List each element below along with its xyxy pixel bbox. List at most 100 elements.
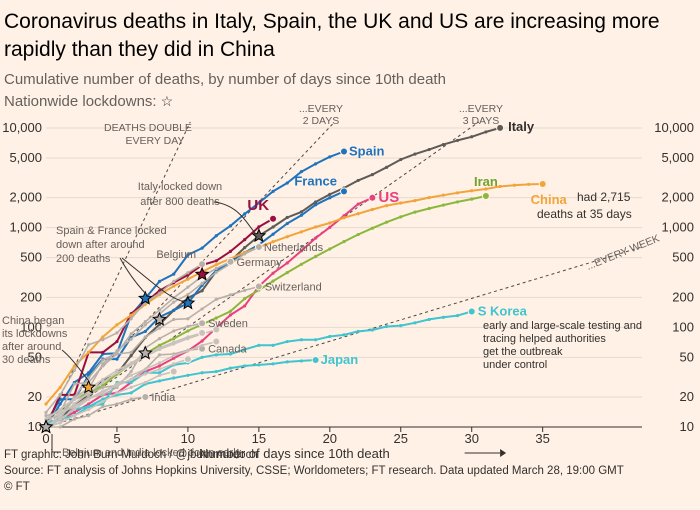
data-point xyxy=(101,350,105,355)
data-point xyxy=(115,331,119,335)
data-point xyxy=(257,363,261,367)
data-point xyxy=(271,240,275,244)
x-axis-title: Number of days since 10th death xyxy=(199,446,390,461)
series-line xyxy=(45,150,345,428)
series-label: Germany xyxy=(236,257,282,269)
data-point xyxy=(143,320,147,324)
data-point xyxy=(101,385,105,389)
data-point xyxy=(526,182,531,187)
annotation-spain-france-lockdown: 200 deaths xyxy=(56,253,111,265)
x-tick-label: 0 xyxy=(42,431,49,446)
x-tick-label: 35 xyxy=(535,431,549,446)
y-tick-label-left: 10 xyxy=(28,419,42,434)
data-point xyxy=(115,402,119,406)
data-point xyxy=(115,357,119,361)
annotation-every-3-days: ...EVERY xyxy=(459,103,503,115)
data-point xyxy=(214,353,218,357)
series-end-marker xyxy=(368,193,377,202)
data-point xyxy=(186,277,190,281)
data-point xyxy=(115,391,119,395)
x-tick-label: 25 xyxy=(394,431,408,446)
x-tick-label: 30 xyxy=(464,431,478,446)
data-point xyxy=(228,313,233,317)
data-point xyxy=(58,421,62,425)
data-point xyxy=(214,266,218,271)
data-point xyxy=(228,366,233,370)
data-point xyxy=(58,407,62,412)
data-point xyxy=(186,329,190,333)
data-point xyxy=(257,343,261,347)
data-point xyxy=(314,225,318,229)
data-point xyxy=(328,334,332,339)
data-point xyxy=(129,313,133,317)
data-point xyxy=(72,397,76,401)
data-point xyxy=(200,339,204,343)
series-label: Belgium xyxy=(156,249,196,261)
data-point xyxy=(101,338,105,342)
data-point xyxy=(157,308,162,312)
lockdown-star xyxy=(38,419,54,434)
data-point xyxy=(157,367,162,371)
data-point xyxy=(101,399,105,404)
annotation-italy-lockdown: after 800 deaths xyxy=(140,196,220,208)
data-point xyxy=(172,337,176,341)
data-point xyxy=(271,189,275,194)
data-point xyxy=(186,349,190,353)
data-point xyxy=(243,347,247,352)
data-point xyxy=(172,279,176,283)
data-point xyxy=(200,355,204,359)
data-point xyxy=(101,364,105,368)
annotation-double-every-day: EVERY DAY xyxy=(126,135,185,147)
data-point xyxy=(200,371,204,375)
data-point xyxy=(115,368,119,372)
data-point xyxy=(186,271,190,275)
data-point xyxy=(172,356,176,360)
data-point xyxy=(285,221,289,226)
data-point xyxy=(314,162,318,166)
y-tick-label-right: 20 xyxy=(680,389,694,404)
series-line xyxy=(45,183,543,405)
data-point xyxy=(399,157,403,162)
series-end-marker xyxy=(340,147,348,156)
data-point xyxy=(384,324,389,329)
data-point xyxy=(143,380,147,385)
series-label: US xyxy=(378,189,399,206)
x-tick-label: 20 xyxy=(323,431,337,446)
data-point xyxy=(72,382,76,386)
data-point xyxy=(172,300,176,304)
data-point xyxy=(101,391,105,395)
data-point xyxy=(101,335,105,339)
data-point xyxy=(214,259,218,263)
data-point xyxy=(157,343,162,347)
data-point xyxy=(186,285,190,289)
y-tick-label-right: 10 xyxy=(680,419,694,434)
data-point xyxy=(257,201,261,205)
data-point xyxy=(228,309,233,313)
annotation-spain-connector xyxy=(119,257,149,297)
data-point xyxy=(44,402,48,406)
data-point xyxy=(285,271,289,275)
y-tick-label-right: 50 xyxy=(680,349,694,364)
data-point xyxy=(58,385,62,389)
data-point xyxy=(413,152,417,156)
annotation-every-2-days: ...EVERY xyxy=(299,103,343,115)
data-point xyxy=(115,323,119,327)
data-point xyxy=(285,339,289,344)
data-point xyxy=(399,215,403,219)
data-point xyxy=(243,364,247,368)
data-point xyxy=(342,216,346,220)
data-point xyxy=(413,199,417,203)
series-line xyxy=(45,246,260,428)
y-tick-label-left: 50 xyxy=(28,349,42,364)
annotation-skorea-note: under control xyxy=(483,359,547,371)
data-point xyxy=(86,343,91,347)
data-point xyxy=(129,361,133,365)
lockdown-star xyxy=(137,290,153,305)
data-point xyxy=(243,304,247,308)
lockdown-legend-label: Nationwide lockdowns: xyxy=(4,93,157,110)
data-point xyxy=(200,281,204,285)
data-point xyxy=(186,317,190,321)
series-end-marker xyxy=(198,319,207,328)
data-point xyxy=(101,402,105,406)
chart-title: Coronavirus deaths in Italy, Spain, the … xyxy=(4,10,660,61)
